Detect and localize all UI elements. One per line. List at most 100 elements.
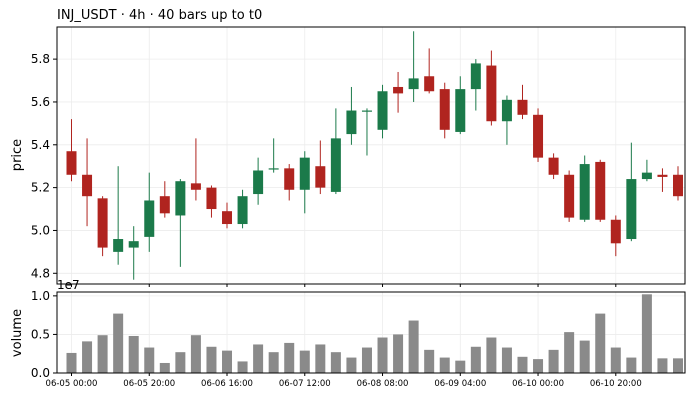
volume-bar bbox=[564, 332, 575, 373]
candle-body-down bbox=[206, 187, 217, 210]
volume-bar bbox=[284, 342, 295, 373]
volume-bar bbox=[455, 360, 466, 373]
volume-axes-frame bbox=[56, 291, 686, 374]
volume-bar bbox=[330, 352, 341, 373]
candle-body-up bbox=[253, 170, 264, 195]
volume-bar bbox=[144, 347, 155, 373]
volume-bar bbox=[222, 350, 233, 373]
price-axes-frame bbox=[56, 26, 686, 285]
volume-bar bbox=[439, 357, 450, 373]
x-tick-label: 06-10 20:00 bbox=[590, 379, 642, 389]
x-tick-label: 06-05 20:00 bbox=[123, 379, 175, 389]
candle-body-down bbox=[82, 174, 93, 197]
candle-body-down bbox=[595, 161, 606, 220]
volume-bar bbox=[408, 320, 419, 373]
volume-y-ticks: 0.0 0.5 1.0 bbox=[31, 289, 57, 380]
price-y-tick-label: 5.6 bbox=[31, 95, 50, 109]
candle-body-down bbox=[393, 86, 404, 94]
candle-body-up bbox=[408, 78, 419, 90]
volume-bar bbox=[159, 362, 170, 373]
volume-bar bbox=[626, 357, 637, 373]
volume-bar bbox=[361, 347, 372, 373]
candle-body-down bbox=[486, 65, 497, 122]
candle-body-up bbox=[361, 110, 372, 112]
volume-bar bbox=[97, 335, 108, 373]
price-candles bbox=[66, 31, 683, 280]
price-y-tick-label: 5.8 bbox=[31, 52, 50, 66]
chart-title: INJ_USDT · 4h · 40 bars up to t0 bbox=[57, 8, 262, 23]
candle-body-up bbox=[299, 157, 310, 190]
candle-body-down bbox=[222, 211, 233, 225]
candle-body-down bbox=[97, 198, 108, 248]
volume-bar bbox=[533, 359, 544, 373]
candle-body-down bbox=[517, 99, 528, 115]
price-y-tick-label: 5.2 bbox=[31, 181, 50, 195]
x-tick-label: 06-10 00:00 bbox=[512, 379, 564, 389]
candle-body-down bbox=[657, 174, 668, 177]
volume-y-tick-label: 1.0 bbox=[31, 289, 50, 303]
volume-bar bbox=[517, 356, 528, 373]
x-tick-label: 06-05 00:00 bbox=[46, 379, 98, 389]
volume-bar bbox=[579, 340, 590, 373]
volume-bar bbox=[268, 352, 279, 373]
volume-bar bbox=[501, 347, 512, 373]
volume-bar bbox=[175, 352, 186, 373]
price-grid bbox=[57, 27, 685, 284]
price-y-tick-label: 4.8 bbox=[31, 266, 50, 280]
candle-body-down bbox=[159, 196, 170, 214]
volume-bar bbox=[548, 349, 559, 373]
candle-body-up bbox=[377, 91, 388, 130]
volume-bar bbox=[237, 361, 248, 373]
volume-bar bbox=[470, 346, 481, 373]
candle-body-up bbox=[579, 164, 590, 220]
candle-body-up bbox=[501, 99, 512, 122]
x-tick-label: 06-08 08:00 bbox=[357, 379, 409, 389]
candle-body-up bbox=[175, 181, 186, 216]
candle-body-up bbox=[470, 63, 481, 90]
candle-body-down bbox=[533, 114, 544, 158]
price-y-tick-label: 5.4 bbox=[31, 138, 50, 152]
x-tick-label: 06-06 16:00 bbox=[201, 379, 253, 389]
candle-body-down bbox=[673, 174, 683, 197]
candle-body-up bbox=[268, 168, 279, 170]
volume-bar bbox=[641, 294, 652, 373]
candle-body-down bbox=[424, 76, 435, 92]
volume-bar bbox=[673, 358, 683, 373]
volume-bar bbox=[346, 357, 357, 373]
volume-bar bbox=[253, 344, 264, 373]
candle-body-down bbox=[564, 174, 575, 218]
volume-bar bbox=[377, 337, 388, 373]
volume-bar bbox=[610, 347, 621, 373]
candle-body-down bbox=[548, 157, 559, 175]
volume-y-axis-label: volume bbox=[10, 309, 25, 357]
volume-bar bbox=[128, 335, 139, 373]
volume-panel: 0.0 0.5 1.0 06-05 00:00 06-05 20:00 06-06 16… bbox=[10, 278, 686, 389]
volume-scale-label: 1e7 bbox=[57, 278, 80, 292]
volume-bar bbox=[657, 358, 668, 373]
candle-body-up bbox=[455, 89, 466, 132]
volume-bar bbox=[82, 341, 93, 373]
candle-body-down bbox=[190, 183, 201, 190]
volume-y-tick-label: 0.0 bbox=[31, 366, 50, 380]
x-tick-label: 06-07 12:00 bbox=[279, 379, 331, 389]
price-y-ticks: 4.8 5.0 5.2 5.4 5.6 5.8 bbox=[31, 52, 57, 280]
volume-y-tick-label: 0.5 bbox=[31, 327, 50, 341]
candle-body-up bbox=[237, 196, 248, 225]
candle-body-down bbox=[439, 89, 450, 130]
volume-bar bbox=[66, 352, 77, 373]
candle-body-up bbox=[346, 110, 357, 135]
volume-bar bbox=[299, 350, 310, 373]
candle-body-down bbox=[284, 168, 295, 190]
price-y-axis-label: price bbox=[10, 139, 25, 171]
volume-bar bbox=[113, 313, 124, 373]
candle-body-down bbox=[66, 151, 77, 175]
candle-body-up bbox=[330, 138, 341, 192]
candle-body-up bbox=[144, 200, 155, 237]
candle-body-up bbox=[626, 179, 637, 240]
volume-bar bbox=[424, 349, 435, 373]
volume-bar bbox=[393, 334, 404, 373]
volume-bar bbox=[315, 344, 326, 373]
price-panel: 4.8 5.0 5.2 5.4 5.6 5.8 price bbox=[10, 26, 686, 287]
volume-bar bbox=[190, 335, 201, 373]
